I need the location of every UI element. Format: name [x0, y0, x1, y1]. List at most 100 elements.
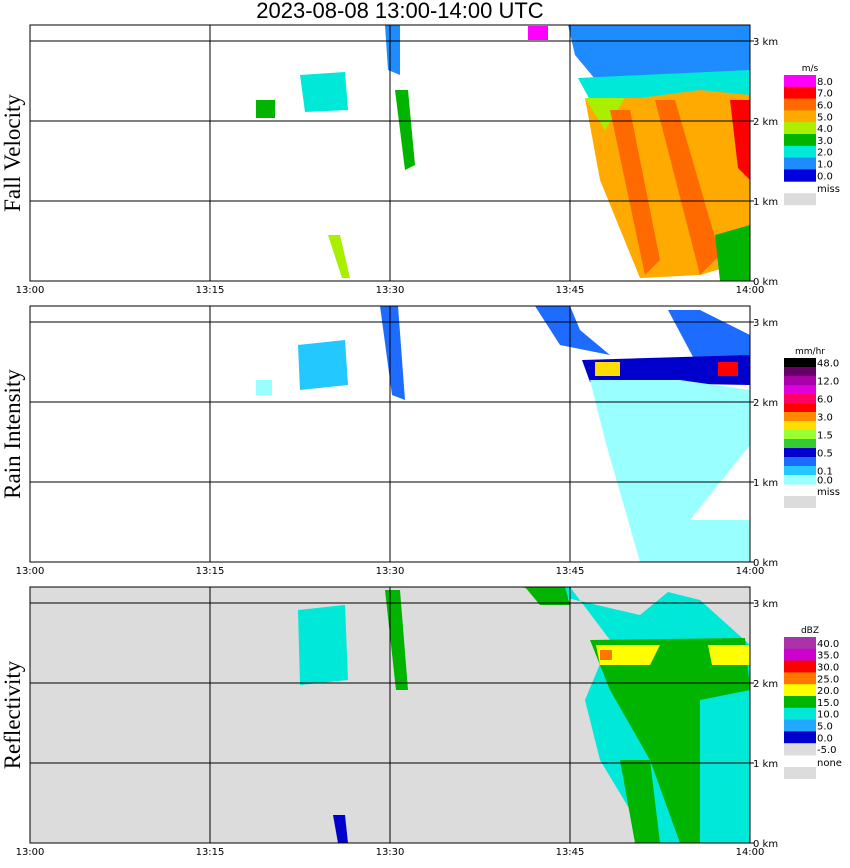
echo-region-3	[620, 760, 660, 843]
echo-region-5	[655, 100, 720, 275]
legend-level: 0.0	[817, 171, 833, 182]
x-tick-label: 13:00	[16, 847, 45, 858]
y-tick-label: 3 km	[753, 318, 778, 329]
legend-level: 5.0	[817, 722, 833, 733]
legend-swatch	[784, 145, 816, 159]
legend-swatch	[784, 466, 816, 476]
x-tick-label: 13:30	[376, 285, 405, 296]
echo-region-3	[595, 362, 620, 376]
legend-level: 2.0	[817, 148, 833, 159]
legend-swatch	[784, 376, 816, 386]
y-tick-label: 2 km	[753, 117, 778, 128]
x-tick-label: 13:15	[196, 847, 225, 858]
echo-region-10	[395, 90, 415, 170]
legend-unit: m/s	[802, 64, 819, 74]
echo-region-12	[528, 26, 548, 40]
legend-swatch	[784, 743, 816, 756]
echo-region-5	[708, 645, 750, 665]
echo-region-4	[610, 110, 660, 275]
legend-swatch	[784, 707, 816, 721]
legend-swatch	[784, 421, 816, 431]
legend-missing-label: miss	[817, 487, 840, 498]
echo-region-8	[298, 605, 348, 685]
legend-level: 10.0	[817, 710, 839, 721]
y-tick-label: 0 km	[753, 558, 778, 569]
echo-region-6	[600, 650, 612, 660]
legend-unit: dBZ	[801, 626, 819, 636]
y-tick-label: 0 km	[753, 277, 778, 288]
legend-swatch	[784, 457, 816, 467]
legend-swatch	[784, 439, 816, 449]
plot-frame	[29, 24, 751, 282]
legend-swatch	[784, 358, 816, 368]
plot-frame	[29, 305, 751, 563]
y-tick-label: 0 km	[753, 839, 778, 850]
legend-swatch	[784, 110, 816, 123]
echo-region-2	[590, 638, 750, 843]
legend-swatch	[784, 696, 816, 709]
legend-swatch	[784, 731, 816, 744]
echo-region-7	[715, 225, 750, 281]
legend-level: 15.0	[817, 698, 839, 709]
echo-region-7	[380, 306, 405, 400]
echo-region-0	[535, 306, 610, 355]
x-tick-label: 13:45	[556, 285, 585, 296]
y-tick-label: 2 km	[753, 398, 778, 409]
y-tick-label: 3 km	[753, 37, 778, 48]
legend-swatch	[784, 448, 816, 458]
x-tick-label: 13:00	[16, 285, 45, 296]
y-axis-label: Fall Velocity	[0, 94, 25, 212]
legend-swatch	[784, 672, 816, 685]
legend-swatch	[784, 367, 816, 377]
y-tick-label: 3 km	[753, 599, 778, 610]
legend-swatch	[784, 475, 816, 485]
echo-region-6	[298, 340, 348, 390]
legend-level: 1.5	[817, 431, 833, 442]
x-tick-label: 13:30	[376, 566, 405, 577]
legend-unit: mm/hr	[795, 347, 825, 357]
legend-level: 25.0	[817, 674, 839, 685]
echo-region-13	[328, 235, 350, 278]
legend-level: 35.0	[817, 651, 839, 662]
legend-level: 0.1	[817, 467, 833, 478]
y-axis-label: Rain Intensity	[0, 369, 25, 499]
legend-level: -5.0	[817, 745, 837, 756]
x-tick-label: 14:00	[736, 847, 765, 858]
legend-level: 0.0	[817, 733, 833, 744]
legend-missing-swatch	[784, 496, 816, 508]
legend-swatch	[784, 98, 816, 111]
x-tick-label: 13:15	[196, 285, 225, 296]
echo-region-7	[385, 590, 408, 690]
legend-swatch	[784, 430, 816, 440]
echo-region-3	[585, 98, 625, 130]
legend-swatch	[784, 412, 816, 422]
legend-swatch	[784, 648, 816, 662]
legend-swatch	[784, 75, 816, 88]
legend-missing-swatch	[784, 767, 816, 779]
y-tick-label: 1 km	[753, 478, 778, 489]
legend-swatch	[784, 719, 816, 732]
chart-title: 2023-08-08 13:00-14:00 UTC	[256, 0, 544, 23]
panel-rain-intensity	[29, 305, 816, 563]
x-tick-label: 13:45	[556, 847, 585, 858]
legend-level: 7.0	[817, 89, 833, 100]
legend-level: 30.0	[817, 663, 839, 674]
x-tick-label: 13:15	[196, 566, 225, 577]
plot-frame	[29, 586, 751, 844]
legend-missing-label: none	[817, 758, 842, 769]
legend-level: 0.0	[817, 476, 833, 487]
legend-level: 48.0	[817, 359, 839, 370]
legend-missing-swatch	[784, 193, 816, 206]
echo-region-9	[256, 100, 275, 118]
legend-level: 12.0	[817, 377, 839, 388]
legend-level: 20.0	[817, 686, 839, 697]
legend-level: 8.0	[817, 77, 833, 88]
echo-region-6	[730, 100, 750, 180]
legend-level: 1.0	[817, 160, 833, 171]
legend-swatch	[784, 86, 816, 100]
echo-region-8	[256, 380, 272, 395]
x-tick-label: 13:45	[556, 566, 585, 577]
y-tick-label: 1 km	[753, 759, 778, 770]
echo-region-11	[385, 25, 400, 75]
